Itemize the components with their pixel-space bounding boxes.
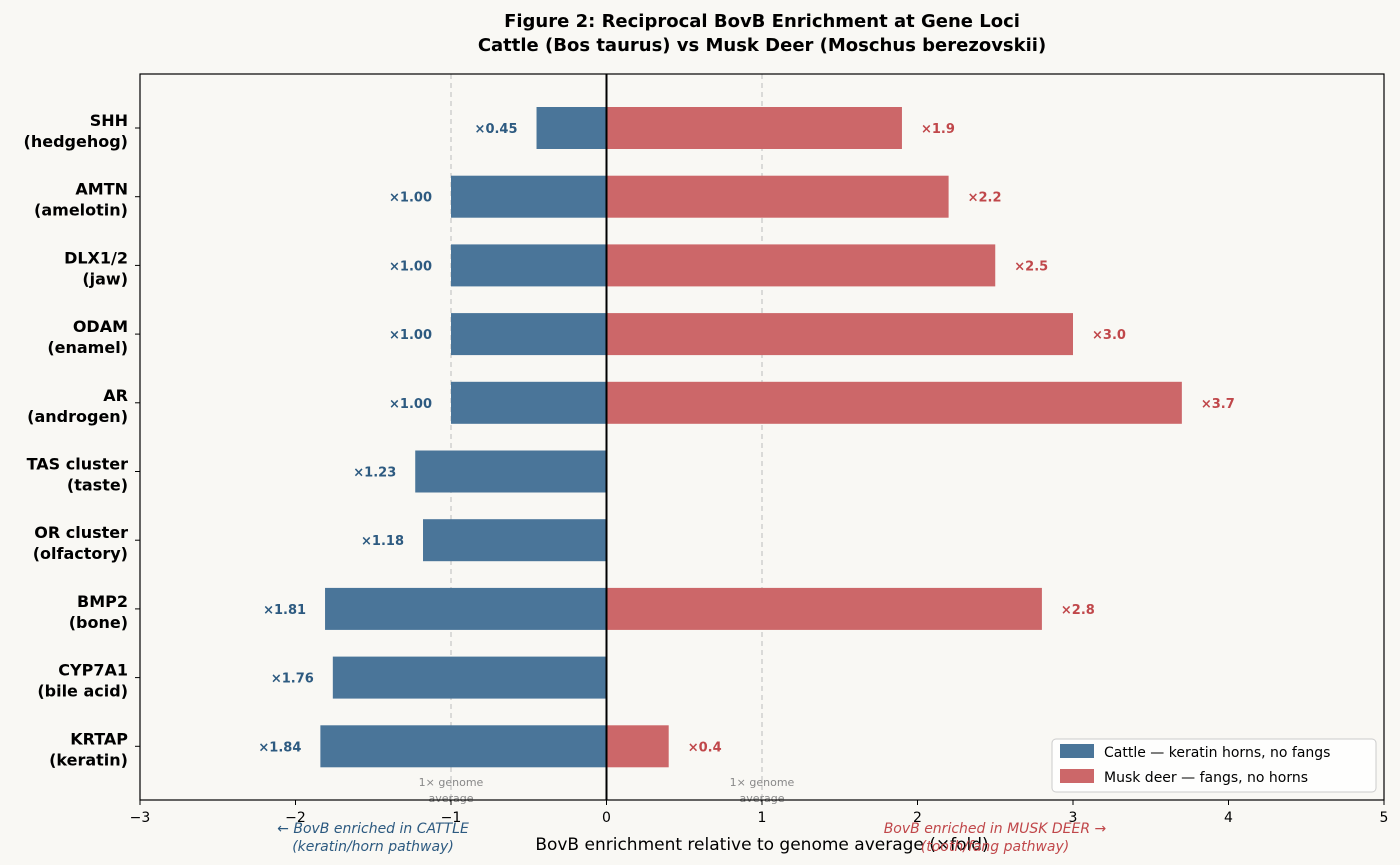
value-labels: ×0.45 ×1.9 ×1.00 ×2.2 ×1.00 ×2.5 ×1.00 ×3.0 ×1.0… bbox=[258, 122, 1234, 755]
y-tick-label-5-sub: (taste) bbox=[67, 476, 128, 495]
x-tick-label-8: 5 bbox=[1380, 810, 1389, 826]
value-label-cattle-1: ×1.00 bbox=[389, 191, 432, 206]
y-tick-label-0-name: SHH bbox=[90, 111, 128, 130]
legend-swatch-musk-deer bbox=[1060, 769, 1094, 783]
right-annotation-line1: BovB enriched in MUSK DEER → bbox=[884, 821, 1107, 837]
reference-label-1-line2: average bbox=[739, 792, 784, 805]
value-label-musk-deer-3: ×3.0 bbox=[1092, 328, 1126, 343]
chart-title-line1: Figure 2: Reciprocal BovB Enrichment at … bbox=[504, 11, 1020, 32]
bar-musk-deer-9 bbox=[606, 725, 669, 768]
y-tick-label-3-sub: (enamel) bbox=[47, 338, 128, 357]
reference-label-0-line1: 1× genome bbox=[419, 776, 484, 789]
legend-label-cattle: Cattle — keratin horns, no fangs bbox=[1104, 745, 1330, 761]
axes: −3 −2 −1 0 1 2 3 4 5 SHH (hedgehog) AMTN (amelotin) D… bbox=[24, 73, 1389, 826]
y-tick-label-6-sub: (olfactory) bbox=[33, 544, 128, 563]
value-label-cattle-9: ×1.84 bbox=[258, 740, 301, 755]
value-label-cattle-7: ×1.81 bbox=[263, 603, 306, 618]
reference-label-0-line2: average bbox=[428, 792, 473, 805]
value-label-cattle-0: ×0.45 bbox=[475, 122, 518, 137]
y-tick-label-8-name: CYP7A1 bbox=[58, 661, 128, 680]
right-annotation-line2: (tooth/fang pathway) bbox=[921, 839, 1069, 855]
legend: Cattle — keratin horns, no fangs Musk de… bbox=[1051, 738, 1377, 793]
value-label-cattle-6: ×1.18 bbox=[361, 534, 404, 549]
value-label-musk-deer-9: ×0.4 bbox=[688, 740, 722, 755]
value-label-cattle-2: ×1.00 bbox=[389, 259, 432, 274]
y-tick-label-9-name: KRTAP bbox=[70, 729, 128, 748]
left-annotation-line2: (keratin/horn pathway) bbox=[292, 839, 454, 855]
y-tick-label-4-name: AR bbox=[103, 386, 128, 405]
bar-cattle-6 bbox=[423, 519, 607, 562]
bar-cattle-2 bbox=[451, 244, 607, 287]
value-label-musk-deer-7: ×2.8 bbox=[1061, 603, 1095, 618]
value-label-musk-deer-4: ×3.7 bbox=[1201, 397, 1235, 412]
y-tick-label-7-name: BMP2 bbox=[77, 592, 128, 611]
left-annotation-line1: ← BovB enriched in CATTLE bbox=[277, 821, 469, 837]
bar-cattle-1 bbox=[451, 175, 607, 218]
y-tick-label-8-sub: (bile acid) bbox=[37, 682, 128, 701]
y-tick-label-9-sub: (keratin) bbox=[49, 750, 128, 769]
bar-musk-deer-0 bbox=[606, 107, 902, 149]
bar-cattle-4 bbox=[451, 381, 607, 424]
x-tick-label-0: −3 bbox=[130, 810, 151, 826]
reference-label-1-line1: 1× genome bbox=[730, 776, 795, 789]
y-tick-label-2-name: DLX1/2 bbox=[64, 248, 128, 267]
y-tick-label-4-sub: (androgen) bbox=[27, 407, 128, 426]
bar-musk-deer-7 bbox=[606, 587, 1042, 630]
bar-cattle-9 bbox=[320, 725, 607, 768]
value-label-musk-deer-1: ×2.2 bbox=[968, 191, 1002, 206]
bar-musk-deer-2 bbox=[606, 244, 996, 287]
x-tick-label-6: 3 bbox=[1069, 810, 1078, 826]
x-tick-label-7: 4 bbox=[1224, 810, 1233, 826]
x-tick-label-1: −2 bbox=[285, 810, 306, 826]
value-label-musk-deer-0: ×1.9 bbox=[921, 122, 955, 137]
legend-swatch-cattle bbox=[1060, 744, 1094, 758]
bar-cattle-3 bbox=[451, 313, 607, 356]
value-label-cattle-3: ×1.00 bbox=[389, 328, 432, 343]
y-tick-label-6-name: OR cluster bbox=[34, 523, 128, 542]
legend-label-musk-deer: Musk deer — fangs, no horns bbox=[1104, 770, 1308, 786]
y-tick-label-5-name: TAS cluster bbox=[27, 455, 129, 474]
bar-cattle-5 bbox=[415, 450, 607, 493]
x-tick-label-2: −1 bbox=[441, 810, 462, 826]
value-label-musk-deer-2: ×2.5 bbox=[1014, 259, 1048, 274]
y-tick-label-1-name: AMTN bbox=[75, 180, 128, 199]
bar-musk-deer-1 bbox=[606, 175, 949, 218]
y-tick-label-1-sub: (amelotin) bbox=[34, 201, 128, 220]
x-axis-label: BovB enrichment relative to genome avera… bbox=[535, 835, 988, 855]
bar-musk-deer-3 bbox=[606, 313, 1073, 356]
y-tick-label-2-sub: (jaw) bbox=[82, 269, 128, 288]
bar-cattle-0 bbox=[536, 107, 607, 149]
value-label-cattle-4: ×1.00 bbox=[389, 397, 432, 412]
x-tick-label-3: 0 bbox=[602, 810, 611, 826]
x-tick-label-4: 1 bbox=[758, 810, 767, 826]
value-label-cattle-5: ×1.23 bbox=[353, 466, 396, 481]
bar-cattle-8 bbox=[332, 656, 607, 699]
x-tick-label-5: 2 bbox=[913, 810, 922, 826]
chart-title-line2: Cattle (Bos taurus) vs Musk Deer (Moschu… bbox=[478, 35, 1046, 56]
bar-cattle-7 bbox=[325, 587, 607, 630]
y-tick-label-7-sub: (bone) bbox=[69, 613, 128, 632]
y-tick-label-0-sub: (hedgehog) bbox=[24, 132, 128, 151]
value-label-cattle-8: ×1.76 bbox=[271, 672, 314, 687]
bar-musk-deer-4 bbox=[606, 381, 1182, 424]
bars bbox=[320, 107, 1182, 768]
legend-frame bbox=[1051, 738, 1377, 793]
y-tick-label-3-name: ODAM bbox=[73, 317, 128, 336]
